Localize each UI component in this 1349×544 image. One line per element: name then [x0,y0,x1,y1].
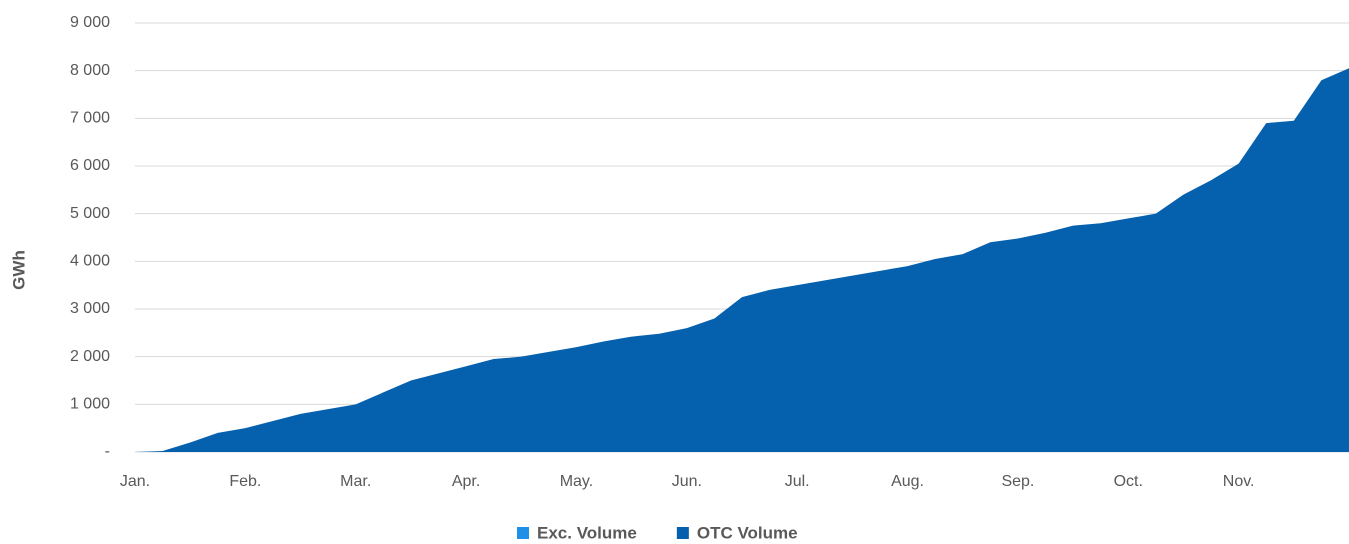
x-tick-label: Aug. [891,473,924,490]
y-tick-label: 9 000 [70,14,110,31]
x-tick-label: Oct. [1114,473,1143,490]
legend-label: Exc. Volume [537,523,637,542]
y-axis-label: GWh [9,250,28,290]
y-tick-label: 3 000 [70,300,110,317]
x-tick-label: Mar. [340,473,371,490]
x-tick-label: Jan. [120,473,150,490]
x-tick-label: Jul. [785,473,810,490]
y-tick-label: 6 000 [70,157,110,174]
x-tick-label: Nov. [1223,473,1255,490]
legend-label: OTC Volume [697,523,798,542]
y-tick-label: 5 000 [70,205,110,222]
legend-swatch [676,527,689,539]
y-tick-label: 7 000 [70,110,110,127]
y-tick-label: 8 000 [70,62,110,79]
legend-swatch [517,527,529,539]
x-tick-label: Sep. [1001,473,1034,490]
x-tick-label: Apr. [452,473,480,490]
y-tick-label: 2 000 [70,348,110,365]
x-tick-label: Feb. [229,473,261,490]
y-tick-label: 4 000 [70,253,110,270]
y-tick-label: - [105,443,110,460]
x-tick-label: Jun. [672,473,702,490]
x-tick-label: May. [560,473,593,490]
area [135,68,1349,453]
y-tick-label: 1 000 [70,396,110,413]
